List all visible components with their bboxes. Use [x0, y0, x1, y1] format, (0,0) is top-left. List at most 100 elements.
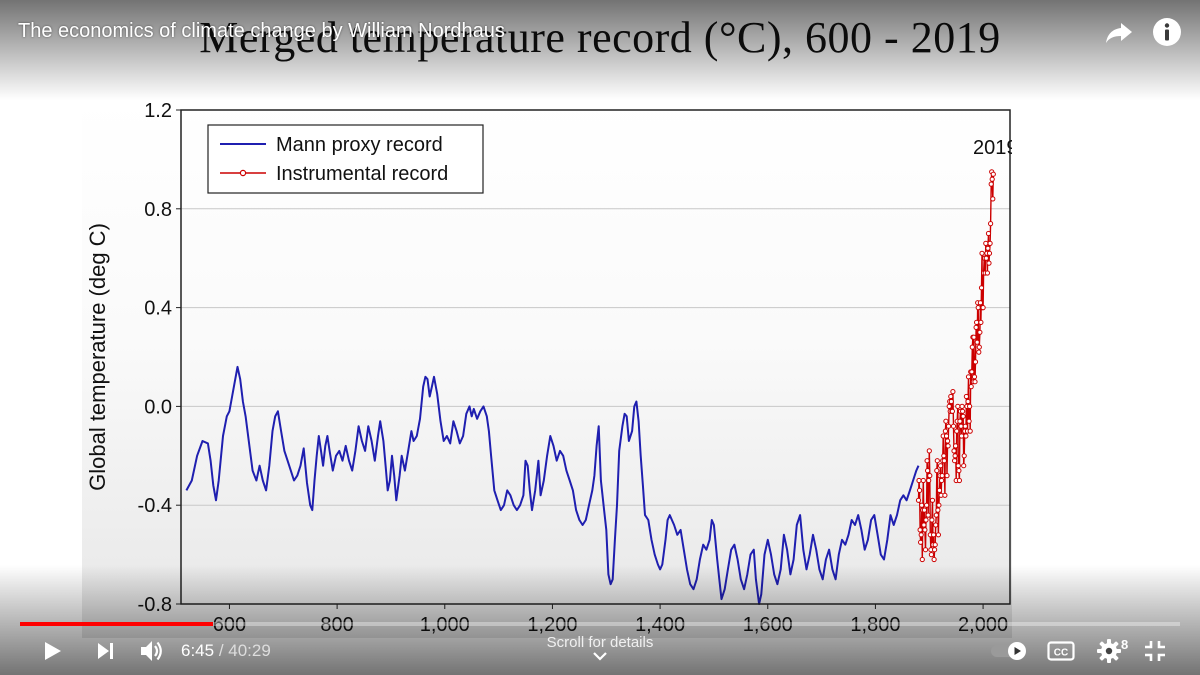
- data-point-instrumental: [969, 344, 975, 350]
- exit-fullscreen-icon: [1145, 641, 1165, 661]
- data-point-instrumental: [918, 539, 924, 545]
- data-point-instrumental: [978, 319, 984, 325]
- info-button[interactable]: [1151, 16, 1183, 48]
- data-point-instrumental: [967, 428, 973, 434]
- data-point-instrumental: [967, 403, 973, 409]
- data-point-instrumental: [965, 398, 971, 405]
- data-point-instrumental: [938, 463, 944, 469]
- duration: 40:29: [228, 641, 271, 660]
- data-point-instrumental: [920, 477, 926, 484]
- y-tick-label: -0.8: [138, 594, 172, 616]
- data-point-instrumental: [932, 542, 938, 548]
- data-point-instrumental: [984, 270, 991, 276]
- data-point-instrumental: [976, 344, 982, 350]
- data-point-instrumental: [972, 379, 978, 385]
- data-point-instrumental: [966, 418, 972, 424]
- data-point-instrumental: [969, 369, 975, 375]
- exit-fullscreen-button[interactable]: [1140, 636, 1170, 666]
- captions-button[interactable]: CC: [1046, 636, 1076, 666]
- data-point-instrumental: [956, 468, 962, 474]
- data-point-instrumental: [974, 319, 980, 325]
- scroll-for-details[interactable]: Scroll for details: [520, 634, 680, 661]
- data-point-instrumental: [935, 532, 942, 538]
- play-icon: [45, 642, 61, 660]
- next-button[interactable]: [90, 636, 120, 666]
- data-point-instrumental: [924, 502, 930, 508]
- data-point-instrumental: [988, 181, 994, 187]
- y-tick-label: 0.8: [144, 199, 172, 221]
- data-point-instrumental: [922, 547, 929, 553]
- next-icon: [98, 643, 113, 659]
- series-line-instrumental: [917, 171, 994, 561]
- autoplay-toggle[interactable]: [990, 636, 1030, 666]
- data-point-instrumental: [988, 221, 994, 227]
- time-separator: /: [214, 641, 229, 660]
- data-point-instrumental: [986, 250, 993, 256]
- data-point-instrumental: [963, 393, 970, 400]
- progress-fill: [20, 622, 214, 626]
- data-point-instrumental: [974, 339, 980, 345]
- legend: Mann proxy record Instrumental record: [207, 124, 484, 194]
- data-point-instrumental: [959, 433, 965, 439]
- play-button[interactable]: [36, 636, 68, 666]
- data-point-instrumental: [944, 473, 950, 479]
- settings-button[interactable]: [1094, 636, 1124, 666]
- data-point-instrumental: [921, 507, 928, 513]
- data-point-instrumental: [952, 453, 958, 459]
- data-point-instrumental: [983, 240, 989, 246]
- data-point-instrumental: [931, 532, 937, 538]
- data-point-instrumental: [923, 517, 929, 523]
- data-point-instrumental: [946, 423, 952, 429]
- data-point-instrumental: [949, 408, 956, 414]
- data-point-instrumental: [956, 477, 963, 484]
- share-button[interactable]: [1103, 16, 1135, 48]
- data-point-instrumental: [957, 418, 963, 424]
- data-point-instrumental: [977, 329, 983, 335]
- data-point-instrumental: [951, 448, 957, 454]
- y-axis-label: Global temperature (deg C): [85, 223, 110, 491]
- legend-label-mann: Mann proxy record: [276, 134, 443, 156]
- data-point-instrumental: [985, 245, 991, 251]
- data-point-instrumental: [960, 408, 966, 414]
- legend-box: [207, 124, 484, 194]
- progress-bar[interactable]: [20, 622, 1180, 626]
- data-point-instrumental: [942, 492, 948, 498]
- data-point-instrumental: [927, 473, 933, 479]
- data-point-instrumental: [936, 487, 943, 493]
- data-point-instrumental: [924, 458, 930, 464]
- data-point-instrumental: [919, 502, 925, 508]
- data-point-instrumental: [934, 468, 940, 474]
- data-point-instrumental: [933, 522, 939, 528]
- data-point-instrumental: [948, 398, 954, 405]
- chart-panel: -0.8 -0.4 0.0 0.4 0.8 1.2 600 800 1,000 1,200 1,40…: [82, 98, 1012, 638]
- y-tick-label: 0.0: [144, 396, 172, 418]
- y-tick-label: -0.4: [138, 495, 172, 517]
- legend-label-instrumental: Instrumental record: [276, 163, 448, 185]
- data-point-instrumental: [939, 477, 945, 484]
- data-point-instrumental: [955, 463, 961, 469]
- data-point-instrumental: [936, 502, 942, 508]
- video-title[interactable]: The economics of climate change by Willi…: [18, 20, 505, 42]
- data-point-instrumental: [946, 403, 952, 409]
- data-point-instrumental: [979, 250, 985, 256]
- data-point-instrumental: [918, 532, 924, 538]
- volume-button[interactable]: [136, 636, 168, 666]
- data-point-instrumental: [958, 423, 964, 429]
- time-display: 6:45 / 40:29: [181, 641, 271, 661]
- data-point-instrumental: [962, 423, 968, 429]
- scroll-hint-label: Scroll for details: [546, 634, 654, 651]
- data-point-instrumental: [926, 477, 932, 484]
- data-point-instrumental: [980, 305, 986, 311]
- data-point-instrumental: [933, 512, 939, 518]
- data-point-instrumental: [932, 547, 938, 553]
- data-point-instrumental: [971, 374, 978, 380]
- data-point-instrumental: [973, 324, 979, 330]
- data-point-instrumental: [926, 448, 932, 454]
- data-point-instrumental: [929, 517, 935, 523]
- data-point-instrumental: [950, 389, 956, 395]
- data-point-instrumental: [919, 556, 925, 563]
- data-point-instrumental: [929, 497, 936, 503]
- captions-icon: CC: [1047, 641, 1075, 661]
- data-point-instrumental: [950, 423, 957, 429]
